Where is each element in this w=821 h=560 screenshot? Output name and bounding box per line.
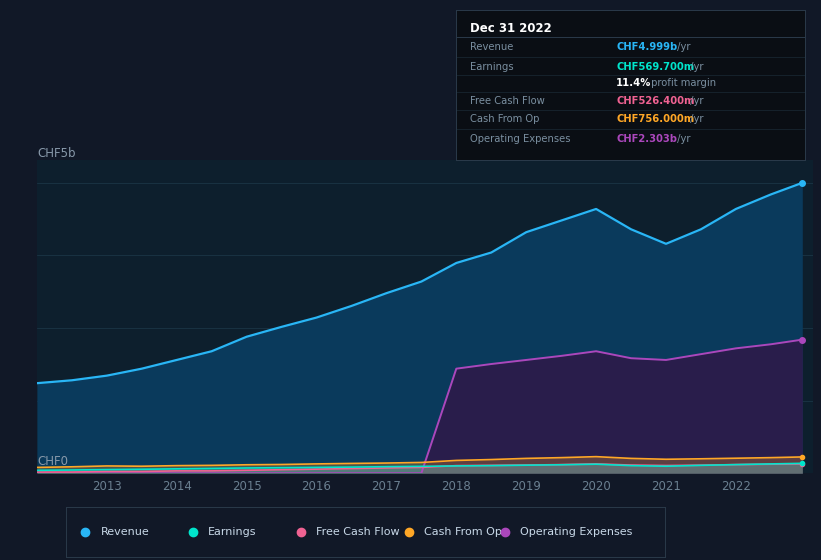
Text: profit margin: profit margin xyxy=(649,78,717,88)
Text: Cash From Op: Cash From Op xyxy=(470,114,539,124)
Text: Revenue: Revenue xyxy=(470,42,513,52)
Text: Free Cash Flow: Free Cash Flow xyxy=(470,96,544,106)
Text: Cash From Op: Cash From Op xyxy=(424,527,502,537)
Text: Revenue: Revenue xyxy=(100,527,149,537)
Text: CHF4.999b: CHF4.999b xyxy=(616,42,677,52)
Text: Earnings: Earnings xyxy=(470,62,513,72)
Text: /yr: /yr xyxy=(687,96,704,106)
Text: Operating Expenses: Operating Expenses xyxy=(520,527,632,537)
Text: /yr: /yr xyxy=(687,62,704,72)
Text: CHF569.700m: CHF569.700m xyxy=(616,62,695,72)
Text: Operating Expenses: Operating Expenses xyxy=(470,134,570,143)
Text: /yr: /yr xyxy=(674,42,690,52)
Text: Dec 31 2022: Dec 31 2022 xyxy=(470,21,552,35)
Text: Free Cash Flow: Free Cash Flow xyxy=(316,527,400,537)
Text: /yr: /yr xyxy=(674,134,690,143)
Text: CHF756.000m: CHF756.000m xyxy=(616,114,695,124)
Text: 11.4%: 11.4% xyxy=(616,78,652,88)
Text: CHF526.400m: CHF526.400m xyxy=(616,96,695,106)
Text: CHF2.303b: CHF2.303b xyxy=(616,134,677,143)
Text: CHF5b: CHF5b xyxy=(37,147,76,160)
Text: Earnings: Earnings xyxy=(209,527,257,537)
Text: /yr: /yr xyxy=(687,114,704,124)
Text: CHF0: CHF0 xyxy=(37,455,68,468)
